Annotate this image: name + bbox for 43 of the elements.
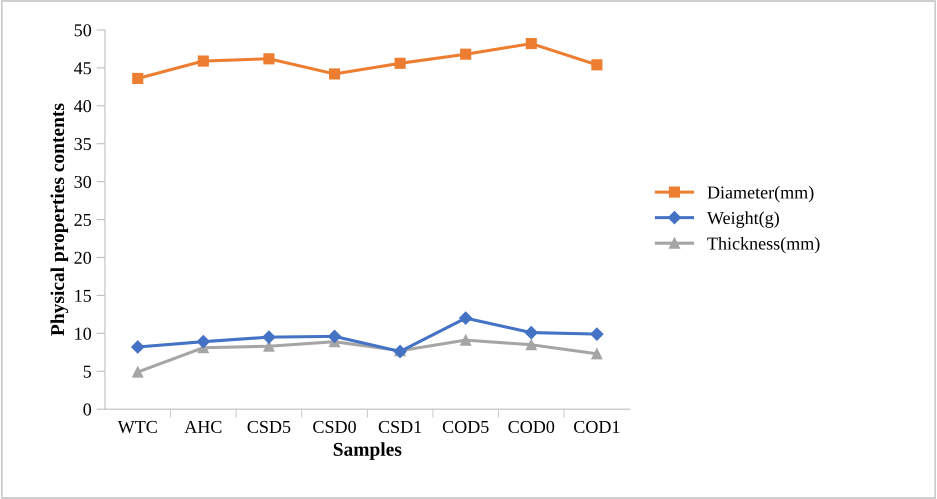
point (591, 59, 602, 70)
point (263, 53, 274, 64)
y-axis-title: Physical properties contents (50, 104, 68, 336)
x-tick-label: CSD1 (378, 420, 422, 433)
x-axis-title: Samples (334, 442, 402, 460)
y-tick-label: 25 (74, 214, 92, 226)
point (526, 339, 537, 350)
y-tick-label: 10 (75, 328, 92, 340)
legend-label: Diameter(mm) (707, 186, 814, 202)
y-tick-label: 50 (74, 24, 92, 36)
x-tick-label: WTC (118, 420, 157, 434)
point (196, 335, 210, 348)
point (526, 38, 537, 50)
point (328, 330, 342, 343)
point (132, 72, 144, 84)
x-tick-label: COD1 (574, 420, 620, 433)
point (262, 330, 276, 344)
x-tick-label: AHC (184, 420, 222, 433)
y-tick-label: 0 (83, 403, 92, 416)
legend-label: Thickness(mm) (707, 236, 820, 254)
y-tick-label: 45 (74, 62, 92, 74)
point (132, 366, 144, 378)
x-tick-label: COD0 (508, 420, 554, 433)
point (328, 68, 340, 80)
x-tick-label: CSD0 (313, 420, 356, 433)
y-tick-label: 35 (74, 138, 92, 150)
legend-label: Weight(g) (706, 211, 779, 228)
y-tick-label: 40 (74, 100, 92, 112)
point (459, 312, 472, 325)
x-tick-label: CSD5 (248, 420, 290, 433)
y-tick-label: 5 (84, 366, 92, 378)
point (198, 55, 209, 67)
point (524, 326, 538, 340)
point (460, 334, 472, 346)
y-tick-label: 15 (75, 290, 92, 302)
point (590, 328, 604, 341)
x-tick-label: COD5 (442, 420, 489, 433)
y-tick-label: 20 (74, 252, 92, 264)
point (394, 58, 406, 69)
point (591, 348, 602, 360)
y-tick-label: 30 (74, 176, 92, 188)
point (460, 48, 472, 60)
point (131, 340, 144, 354)
